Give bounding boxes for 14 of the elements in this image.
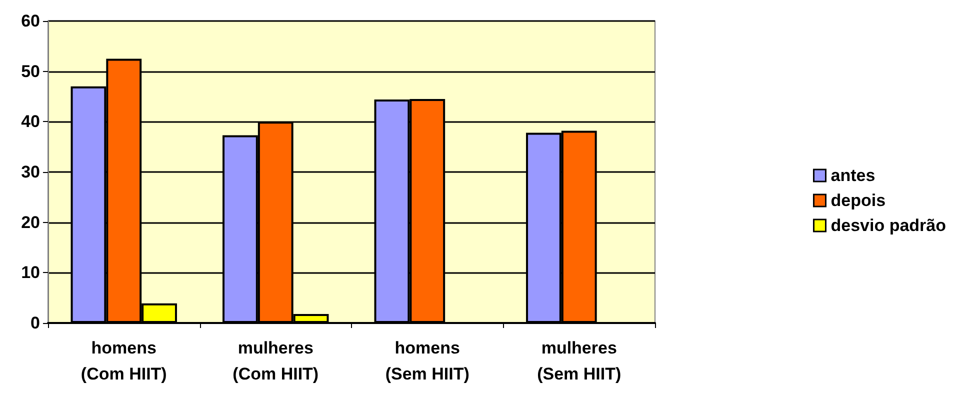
- y-tick-label: 40: [21, 112, 40, 132]
- y-tick-label: 0: [30, 314, 40, 332]
- legend-label: desvio padrão: [830, 216, 946, 235]
- y-tick-label: 10: [21, 263, 40, 282]
- x-tick-label: homens (Sem HIIT): [385, 338, 470, 384]
- x-tick-label: homens (Com HIIT): [80, 338, 167, 384]
- y-tick-label: 20: [21, 212, 40, 232]
- legend-label: depois: [830, 191, 886, 210]
- x-tick-label: mulheres (Sem HIIT): [537, 338, 622, 384]
- x-tick-label: mulheres (Com HIIT): [232, 338, 319, 384]
- y-tick-label: 30: [21, 162, 40, 182]
- legend-label: antes: [830, 166, 876, 185]
- y-tick-label: 50: [21, 62, 40, 81]
- y-tick-label: 60: [21, 12, 40, 30]
